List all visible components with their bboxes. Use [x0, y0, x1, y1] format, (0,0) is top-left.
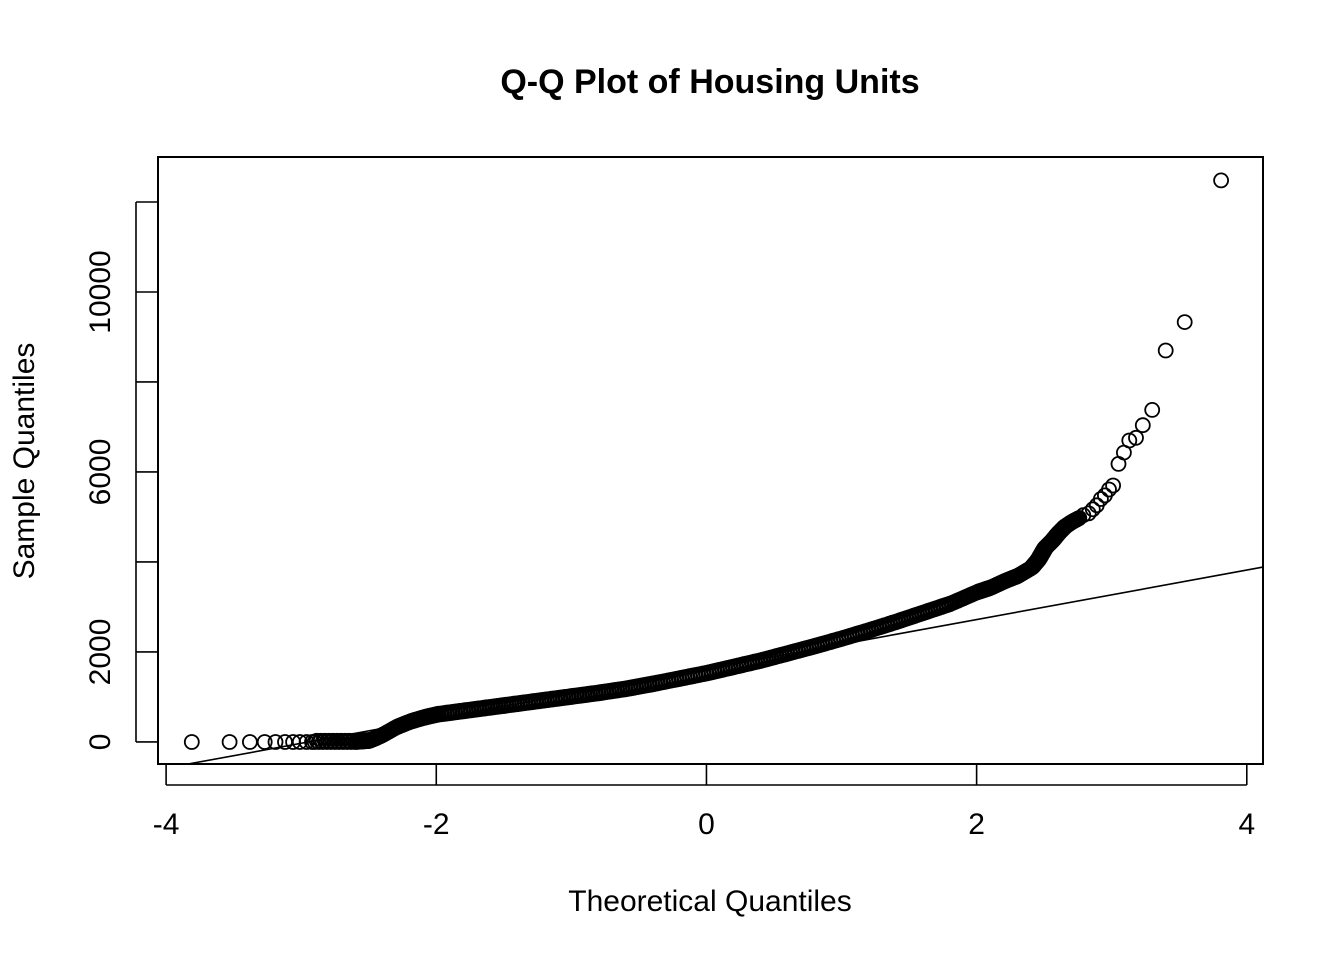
qq-point: [183, 734, 200, 750]
x-tick-label: 2: [968, 808, 985, 841]
qq-point: [1105, 477, 1121, 494]
data-points: [183, 172, 1229, 750]
x-axis: -4 -2 0 2 4: [153, 765, 1255, 841]
qq-point: [1110, 455, 1127, 472]
x-axis-label: Theoretical Quantiles: [568, 885, 851, 918]
chart-title: Q-Q Plot of Housing Units: [500, 63, 919, 101]
qq-point: [221, 734, 238, 750]
x-tick-label: 4: [1238, 808, 1255, 841]
y-tick-label: 10000: [84, 250, 117, 333]
qq-point: [1097, 487, 1113, 504]
qq-point: [1088, 497, 1105, 514]
x-tick-label: -4: [153, 808, 180, 841]
plot-area-frame: [157, 156, 1264, 765]
y-axis: 0 2000 6000 10000: [84, 201, 158, 751]
y-tick-label: 6000: [84, 439, 117, 506]
reference-line: [188, 566, 1264, 765]
qq-point: [1157, 342, 1174, 359]
qq-point: [256, 734, 273, 750]
y-axis-label: Sample Quantiles: [8, 343, 41, 580]
qq-point: [1070, 510, 1086, 527]
qq-point: [1128, 429, 1144, 446]
qq-point: [241, 734, 258, 750]
y-tick-label: 0: [84, 734, 117, 751]
qq-point: [1134, 417, 1151, 434]
qq-point: [267, 734, 284, 750]
qq-point: [1144, 401, 1161, 418]
reference-line-layer: [188, 566, 1264, 765]
y-tick-label: 2000: [84, 619, 117, 686]
qq-point: [1213, 172, 1229, 189]
x-tick-label: 0: [698, 808, 715, 841]
x-tick-label: -2: [423, 808, 450, 841]
qq-point: [1176, 314, 1193, 331]
